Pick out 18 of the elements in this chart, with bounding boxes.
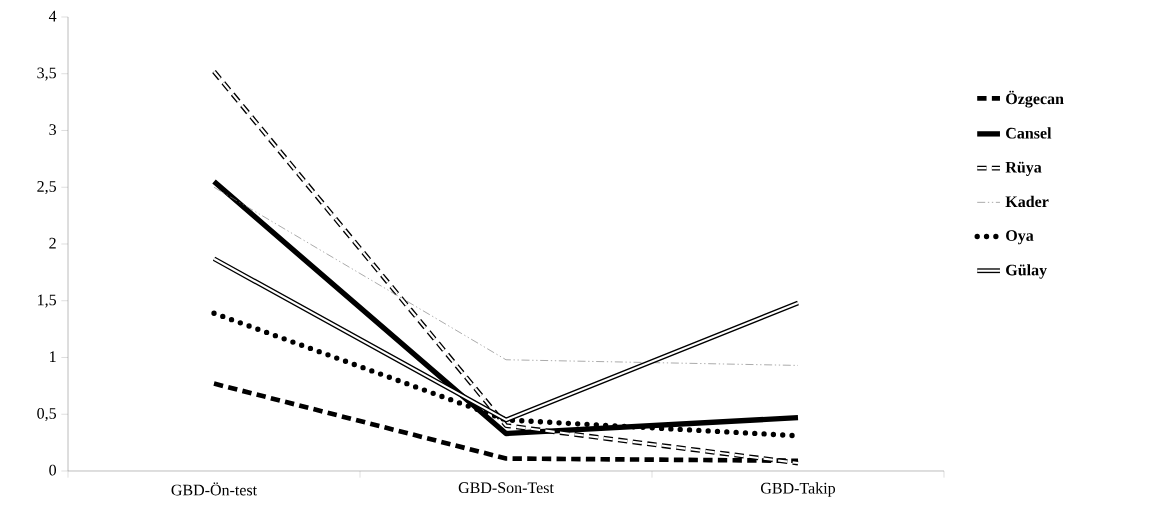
y-tick-label: 2: [49, 237, 56, 249]
y-tick-label: 3: [49, 124, 57, 136]
legend-label: Kader: [1005, 195, 1049, 208]
legend-label: Rüya: [1005, 161, 1042, 176]
y-tick-label: 0: [49, 464, 57, 476]
x-tick-label: GBD-Son-Test: [458, 482, 554, 494]
legend-label: Oya: [1006, 230, 1034, 245]
x-tick-label: GBD-Ön-test: [171, 482, 258, 496]
y-tick-label: 1,5: [38, 294, 57, 308]
y-tick-label: 4: [48, 10, 57, 22]
y-tick-label: 2,5: [37, 181, 57, 195]
y-tick-label: 1: [50, 351, 56, 362]
legend-label: Gülay: [1006, 264, 1047, 279]
legend-label: Özgecan: [1006, 90, 1064, 108]
legend-label: Cansel: [1006, 127, 1052, 139]
x-tick-label: GBD-Takip: [760, 482, 836, 497]
y-tick-label: 3,5: [37, 67, 57, 81]
y-tick-label: 0,5: [37, 407, 57, 422]
